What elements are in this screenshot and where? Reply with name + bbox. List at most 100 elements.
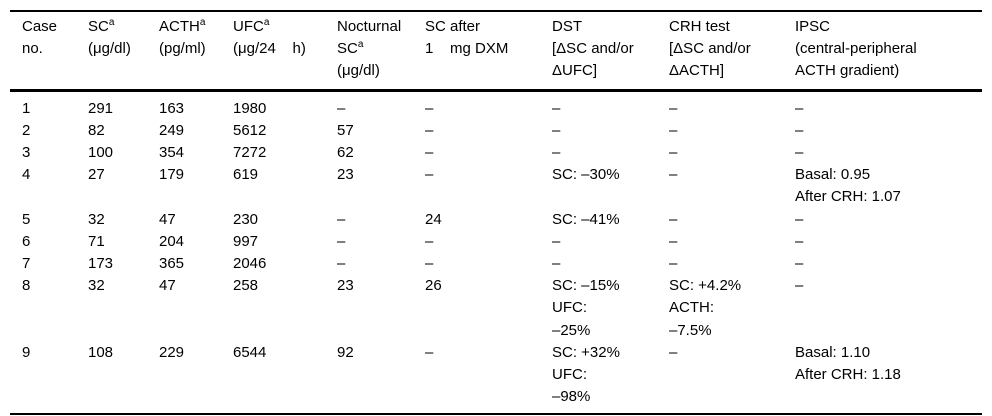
- table-cell: –: [552, 99, 561, 117]
- table-cell: 62: [337, 144, 354, 162]
- col-unit: (pg/ml): [159, 40, 206, 58]
- table-cell: Basal: 1.10 After CRH: 1.18: [795, 343, 901, 384]
- table-row: 8 32 47 258 23 26 SC: –15% UFC: –25% SC: +4.2% …: [10, 275, 982, 342]
- table-cell: 5612: [233, 121, 267, 139]
- table-cell: –: [669, 166, 678, 184]
- table-cell: –: [425, 144, 434, 162]
- table-cell: –: [795, 277, 804, 295]
- table-cell: 57: [337, 121, 354, 139]
- col-header-sc-after-dxm: SC after 1 mg DXM: [425, 11, 552, 92]
- table-cell: 230: [233, 210, 259, 228]
- footnote-marker: a: [199, 17, 206, 28]
- table-cell: –: [552, 121, 561, 139]
- col-label: ACTH: [159, 18, 200, 35]
- table-cell: 26: [425, 277, 442, 295]
- table-cell: –: [669, 232, 678, 250]
- table-cell: 32: [88, 210, 105, 228]
- table-cell: –: [337, 255, 346, 273]
- table-cell: –: [795, 99, 804, 117]
- table-cell: 71: [88, 232, 105, 250]
- col-header-ufc: UFCa (μg/24 h): [233, 11, 337, 92]
- col-header-dst: DST [ΔSC and/or ΔUFC]: [552, 11, 669, 92]
- table-cell: 1980: [233, 99, 267, 117]
- table-cell: 5: [22, 210, 31, 228]
- col-label: UFC: [233, 18, 264, 35]
- col-label: Nocturnal: [337, 18, 402, 35]
- footnote-marker: a: [108, 17, 115, 28]
- col-unit: (μg/dl): [337, 62, 380, 80]
- col-header-ipsc: IPSC (central-peripheral ACTH gradient): [795, 11, 982, 92]
- table-cell: –: [425, 343, 434, 361]
- table-cell: SC: +4.2% ACTH: –7.5%: [669, 277, 742, 339]
- table-cell: –: [425, 255, 434, 273]
- table-cell: 173: [88, 255, 114, 273]
- table-cell: 3: [22, 144, 31, 162]
- table-cell: Basal: 0.95 After CRH: 1.07: [795, 166, 901, 206]
- table-cell: –: [425, 99, 434, 117]
- col-unit: (μg/24 h): [233, 40, 306, 58]
- col-header-crh-test: CRH test [ΔSC and/or ΔACTH]: [669, 11, 795, 92]
- table-cell: –: [337, 99, 346, 117]
- table-row: 5 32 47 230 – 24 SC: –41% – –: [10, 209, 982, 231]
- table-cell: 7272: [233, 144, 267, 162]
- table-cell: –: [425, 166, 434, 184]
- table-cell: –: [425, 121, 434, 139]
- table-cell: 2: [22, 121, 31, 139]
- table-cell: 27: [88, 166, 105, 184]
- col-label: SC: [337, 40, 358, 58]
- table-cell: –: [669, 210, 678, 228]
- table-cell: 229: [159, 343, 185, 361]
- table-row: 3 100 354 7272 62 – – – –: [10, 142, 982, 164]
- table-cell: –: [552, 255, 561, 273]
- table-cell: –: [669, 343, 678, 361]
- table-cell: 4: [22, 166, 31, 184]
- header-row: Case no. SCa (μg/dl) ACTHa (pg/ml) UFCa (μg…: [10, 11, 982, 92]
- table-cell: 23: [337, 277, 354, 295]
- footnote-marker: a: [263, 17, 270, 28]
- lab-results-table: Case no. SCa (μg/dl) ACTHa (pg/ml) UFCa (μg…: [10, 10, 982, 416]
- table-row: 2 82 249 5612 57 – – – –: [10, 120, 982, 142]
- table-cell: 179: [159, 166, 185, 184]
- table-cell: 2046: [233, 255, 267, 273]
- table-cell: 258: [233, 277, 259, 295]
- table-cell: SC: –15% UFC: –25%: [552, 277, 620, 339]
- table-cell: –: [669, 255, 678, 273]
- table-row: 1 291 163 1980 – – – – –: [10, 90, 982, 120]
- table-cell: 7: [22, 255, 31, 273]
- table-row: 4 27 179 619 23 – SC: –30% – Basal: 0.95 After C…: [10, 164, 982, 208]
- table-cell: 82: [88, 121, 105, 139]
- col-header-sc: SCa (μg/dl): [88, 11, 159, 92]
- col-header-case-no: Case no.: [10, 11, 88, 92]
- table-cell: 365: [159, 255, 185, 273]
- table-cell: 1: [22, 99, 31, 117]
- table-cell: SC: +32% UFC: –98%: [552, 343, 620, 406]
- table-cell: 619: [233, 166, 259, 184]
- table-body: 1 291 163 1980– – – – –2 82 249 5612 57– – – –3 100 354 7…: [10, 90, 982, 414]
- table-cell: –: [669, 121, 678, 139]
- table-cell: SC: –30%: [552, 166, 620, 184]
- table-cell: 32: [88, 277, 105, 295]
- col-header-nocturnal-sc: Nocturnal SCa (μg/dl): [337, 11, 425, 92]
- table-cell: –: [552, 232, 561, 250]
- table-cell: –: [425, 232, 434, 250]
- col-label: SC: [88, 18, 109, 35]
- table-cell: 9: [22, 343, 31, 361]
- table-cell: 23: [337, 166, 354, 184]
- table-cell: 354: [159, 144, 185, 162]
- table-cell: –: [669, 99, 678, 117]
- table-cell: 204: [159, 232, 185, 250]
- col-header-acth: ACTHa (pg/ml): [159, 11, 233, 92]
- table-cell: 8: [22, 277, 31, 295]
- table-header: Case no. SCa (μg/dl) ACTHa (pg/ml) UFCa (μg…: [10, 11, 982, 92]
- table-cell: 249: [159, 121, 185, 139]
- table-cell: SC: –41%: [552, 210, 620, 228]
- table-cell: –: [795, 255, 804, 273]
- table-cell: 47: [159, 210, 176, 228]
- table-cell: 163: [159, 99, 185, 117]
- table-cell: 47: [159, 277, 176, 295]
- table-cell: 997: [233, 232, 259, 250]
- table-row: 6 71 204 997 – – – – –: [10, 231, 982, 253]
- table-cell: –: [337, 232, 346, 250]
- table-row: 9 108 229 6544 92 – SC: +32% UFC: –98% – Basal: …: [10, 342, 982, 415]
